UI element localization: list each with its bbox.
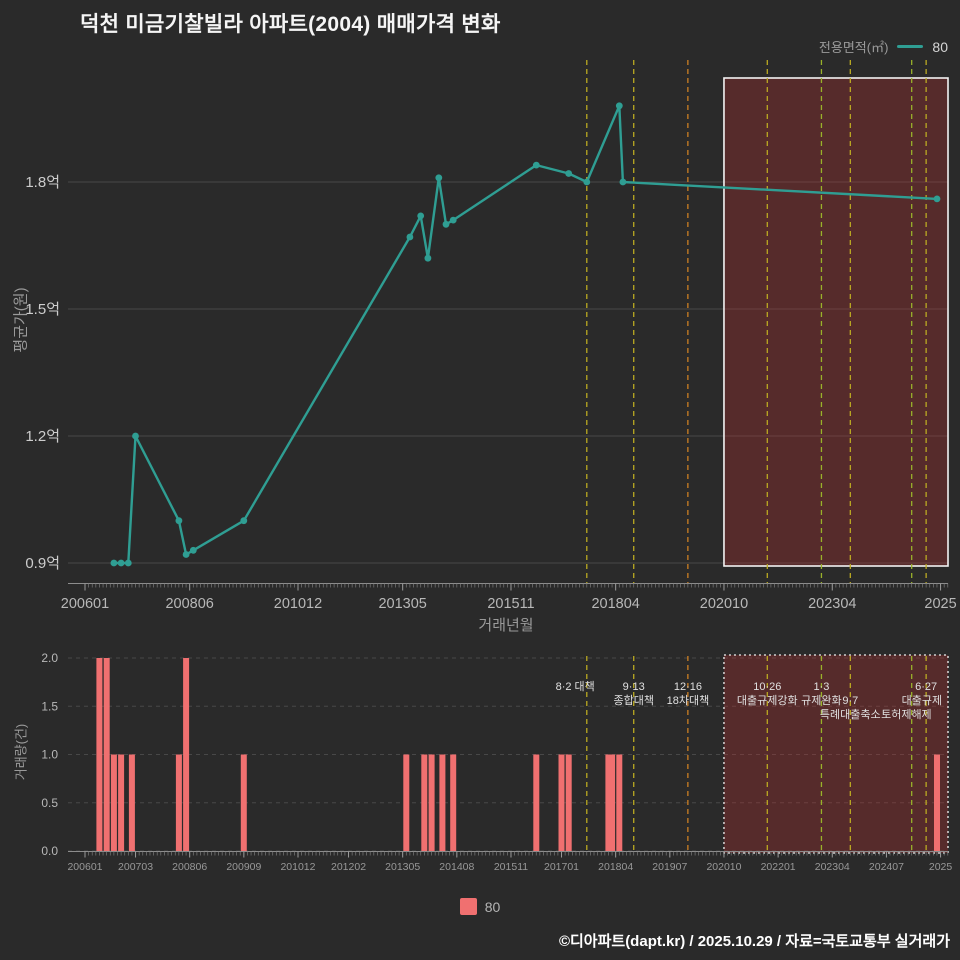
volume-bars[interactable] [96, 658, 940, 851]
svg-text:1.0: 1.0 [41, 748, 58, 762]
volume-policy-lines [586, 656, 927, 851]
svg-text:12·16: 12·16 [674, 681, 702, 693]
x-axis-label: 거래년월 [478, 617, 534, 634]
svg-text:토허제해제: 토허제해제 [881, 707, 932, 721]
svg-text:특례대출축소: 특례대출축소 [820, 708, 881, 721]
legend-series-name-bottom: 80 [484, 898, 501, 915]
svg-text:201511: 201511 [487, 596, 534, 612]
svg-text:202304: 202304 [815, 861, 850, 873]
svg-text:2025: 2025 [929, 861, 953, 873]
legend-line-swatch [897, 45, 924, 48]
volume-legend[interactable]: 80 [0, 898, 960, 915]
svg-text:202010: 202010 [700, 596, 748, 612]
svg-text:200703: 200703 [118, 861, 153, 873]
highlight-region-volume [723, 654, 949, 854]
svg-text:200601: 200601 [67, 861, 102, 873]
price-gridlines: 1.8억 1.5억 1.2억 0.9억 [25, 174, 948, 572]
svg-text:201907: 201907 [652, 861, 687, 873]
svg-text:대출규제: 대출규제 [902, 694, 942, 707]
svg-text:200806: 200806 [172, 861, 207, 873]
svg-text:201202: 201202 [331, 861, 366, 873]
series-legend[interactable]: 전용면적(㎡) 80 [819, 37, 948, 56]
svg-text:201804: 201804 [591, 596, 639, 612]
highlight-region-price [723, 77, 949, 567]
svg-text:0.0: 0.0 [41, 844, 58, 858]
svg-text:규제완화: 규제완화 [801, 694, 841, 707]
svg-text:201012: 201012 [274, 596, 322, 612]
svg-text:1.5억: 1.5억 [25, 301, 60, 318]
svg-text:201701: 201701 [544, 861, 579, 873]
svg-text:201804: 201804 [598, 861, 633, 873]
svg-text:200601: 200601 [61, 596, 109, 612]
svg-text:201305: 201305 [378, 596, 426, 612]
svg-text:1·3: 1·3 [813, 681, 829, 693]
svg-text:2.0: 2.0 [41, 651, 58, 665]
svg-text:202010: 202010 [706, 861, 741, 873]
footer-credit: ©디아파트(dapt.kr) / 2025.10.29 / 자료=국토교통부 실… [558, 933, 950, 950]
volume-x-axis: 200601 200703 200806 200909 201012 201202 2013… [67, 851, 953, 873]
svg-text:201408: 201408 [439, 861, 474, 873]
svg-text:202304: 202304 [808, 596, 856, 612]
price-policy-lines [586, 60, 927, 583]
svg-text:200909: 200909 [226, 861, 261, 873]
svg-text:0.5: 0.5 [41, 796, 58, 810]
page-title: 덕천 미금기찰빌라 아파트(2004) 매매가격 변화 [80, 13, 501, 36]
svg-text:8·2 대책: 8·2 대책 [556, 680, 595, 693]
legend-label: 전용면적(㎡) [818, 40, 889, 55]
svg-text:6·27: 6·27 [915, 681, 937, 693]
svg-text:18차대책: 18차대책 [667, 694, 710, 707]
svg-text:종합대책: 종합대책 [613, 694, 653, 707]
svg-text:2025: 2025 [924, 596, 956, 612]
svg-text:1.5: 1.5 [41, 699, 58, 713]
svg-text:9·7: 9·7 [842, 695, 858, 707]
legend-bar-swatch [459, 898, 477, 915]
svg-text:10·26: 10·26 [753, 681, 781, 693]
svg-text:202407: 202407 [869, 861, 904, 873]
legend-series-name: 80 [932, 38, 948, 55]
price-x-axis: 200601 200806 201012 201305 201511 201804 2020… [61, 583, 957, 612]
svg-text:201305: 201305 [385, 861, 420, 873]
svg-text:200806: 200806 [165, 596, 213, 612]
svg-text:201012: 201012 [280, 861, 315, 873]
svg-text:0.9억: 0.9억 [25, 555, 60, 572]
svg-text:대출규제강화: 대출규제강화 [737, 694, 798, 707]
svg-text:1.8억: 1.8억 [25, 174, 60, 191]
svg-text:201511: 201511 [494, 861, 528, 873]
svg-text:1.2억: 1.2억 [25, 428, 60, 445]
svg-text:9·13: 9·13 [623, 681, 645, 693]
price-line-markers[interactable] [110, 102, 941, 567]
svg-text:202201: 202201 [761, 861, 796, 873]
price-chart[interactable]: 1.8억 1.5억 1.2억 0.9억 200601 200806 201012 201305… [0, 50, 960, 612]
